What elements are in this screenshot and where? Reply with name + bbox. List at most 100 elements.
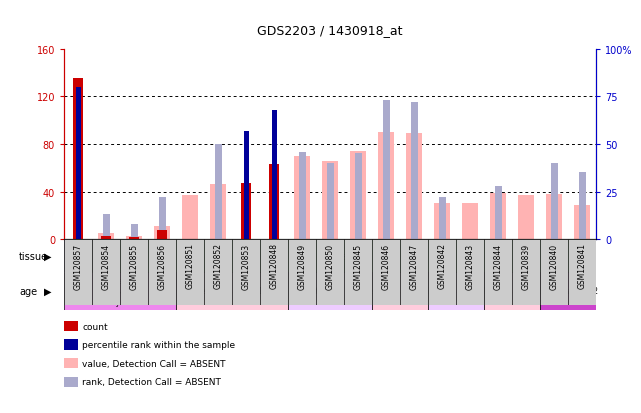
- Bar: [495, 186, 502, 240]
- Text: GSM120856: GSM120856: [158, 243, 167, 289]
- Bar: [428, 240, 456, 306]
- Text: ovary: ovary: [328, 251, 360, 261]
- Bar: [428, 273, 484, 310]
- Bar: [244, 131, 249, 240]
- Bar: [103, 215, 110, 240]
- Bar: [484, 240, 512, 306]
- Text: GSM120845: GSM120845: [354, 243, 363, 289]
- Text: percentile rank within the sample: percentile rank within the sample: [82, 340, 235, 349]
- Bar: [383, 101, 390, 240]
- Text: GSM120849: GSM120849: [297, 243, 306, 289]
- Bar: [183, 196, 198, 240]
- Text: GSM120848: GSM120848: [270, 243, 279, 289]
- Bar: [64, 240, 92, 273]
- Text: tissue: tissue: [19, 251, 48, 261]
- Bar: [294, 157, 310, 240]
- Bar: [456, 240, 484, 306]
- Bar: [435, 204, 450, 240]
- Bar: [540, 240, 568, 306]
- Bar: [131, 224, 138, 240]
- Bar: [546, 195, 562, 240]
- Text: GSM120854: GSM120854: [102, 243, 111, 289]
- Text: age: age: [19, 286, 37, 296]
- Bar: [519, 196, 534, 240]
- Bar: [269, 165, 279, 240]
- Text: GDS2203 / 1430918_at: GDS2203 / 1430918_at: [258, 24, 403, 37]
- Text: GSM120852: GSM120852: [213, 243, 222, 289]
- Bar: [73, 79, 83, 240]
- Bar: [551, 164, 558, 240]
- Bar: [351, 152, 366, 240]
- Bar: [411, 103, 418, 240]
- Bar: [400, 240, 428, 306]
- Bar: [438, 198, 445, 240]
- Bar: [241, 184, 251, 240]
- Text: GSM120839: GSM120839: [522, 243, 531, 289]
- Text: ▶: ▶: [44, 251, 52, 261]
- Text: value, Detection Call = ABSENT: value, Detection Call = ABSENT: [82, 359, 226, 368]
- Bar: [372, 273, 428, 310]
- Bar: [568, 240, 596, 306]
- Text: gestational day 18: gestational day 18: [476, 287, 548, 296]
- Bar: [512, 240, 540, 306]
- Bar: [354, 154, 362, 240]
- Text: gestational day 14: gestational day 14: [364, 287, 436, 296]
- Text: GSM120850: GSM120850: [326, 243, 335, 289]
- Bar: [372, 240, 400, 306]
- Bar: [204, 240, 232, 306]
- Text: ▶: ▶: [44, 286, 52, 296]
- Bar: [99, 234, 114, 240]
- Bar: [316, 240, 344, 306]
- Bar: [232, 240, 260, 306]
- Bar: [176, 240, 204, 306]
- Bar: [92, 240, 120, 306]
- Bar: [158, 198, 165, 240]
- Text: GSM120857: GSM120857: [74, 243, 83, 289]
- Text: GSM120853: GSM120853: [242, 243, 251, 289]
- Text: gestational day 11: gestational day 11: [196, 287, 268, 296]
- Bar: [288, 240, 316, 306]
- Bar: [462, 204, 478, 240]
- Text: GSM120855: GSM120855: [129, 243, 138, 289]
- Bar: [344, 240, 372, 306]
- Bar: [327, 164, 333, 240]
- Bar: [210, 185, 226, 240]
- Text: rank, Detection Call = ABSENT: rank, Detection Call = ABSENT: [82, 377, 221, 387]
- Bar: [64, 240, 92, 306]
- Text: postn
atal
day 0.5: postn atal day 0.5: [106, 276, 135, 306]
- Bar: [129, 237, 139, 240]
- Bar: [574, 205, 590, 240]
- Bar: [322, 161, 338, 240]
- Bar: [406, 134, 422, 240]
- Text: postnatal day 2: postnatal day 2: [538, 287, 598, 296]
- Text: GSM120851: GSM120851: [186, 243, 195, 289]
- Bar: [64, 273, 176, 310]
- Text: GSM120840: GSM120840: [549, 243, 558, 289]
- Bar: [579, 173, 586, 240]
- Text: GSM120843: GSM120843: [465, 243, 474, 289]
- Bar: [215, 145, 222, 240]
- Text: gestational day 16: gestational day 16: [420, 287, 492, 296]
- Bar: [288, 273, 372, 310]
- Text: GSM120842: GSM120842: [438, 243, 447, 289]
- Text: count: count: [82, 322, 108, 331]
- Bar: [540, 273, 596, 310]
- Text: GSM120846: GSM120846: [381, 243, 390, 289]
- Bar: [154, 226, 170, 240]
- Text: GSM120844: GSM120844: [494, 243, 503, 289]
- Bar: [120, 240, 148, 306]
- Bar: [76, 88, 81, 240]
- Bar: [157, 230, 167, 240]
- Bar: [484, 273, 540, 310]
- Bar: [378, 133, 394, 240]
- Text: refere
nce: refere nce: [66, 249, 90, 263]
- Bar: [148, 240, 176, 306]
- Bar: [299, 152, 306, 240]
- Bar: [126, 236, 142, 240]
- Text: GSM120847: GSM120847: [410, 243, 419, 289]
- Bar: [260, 240, 288, 306]
- Text: GSM120841: GSM120841: [578, 243, 587, 289]
- Bar: [272, 110, 277, 240]
- Text: gestational day 12: gestational day 12: [294, 287, 366, 296]
- Bar: [176, 273, 288, 310]
